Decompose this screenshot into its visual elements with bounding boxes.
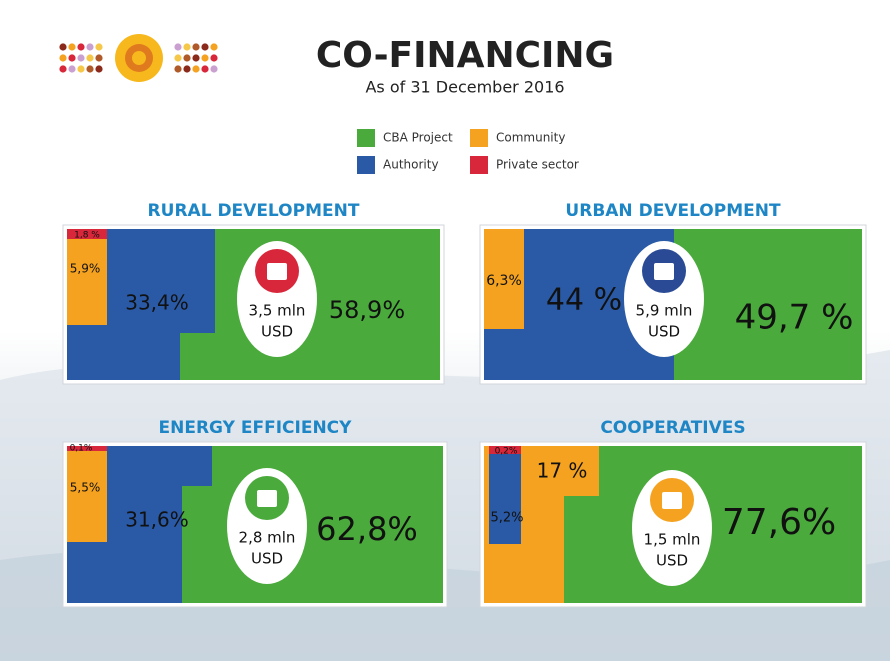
logo-dot: [95, 54, 103, 62]
segment-authority: [67, 229, 215, 380]
share-label: 0,2%: [495, 447, 518, 457]
share-label: 77,6%: [722, 502, 836, 543]
total-unit: USD: [261, 323, 293, 341]
logo-dot: [192, 54, 200, 62]
icon-glyph: [267, 263, 287, 280]
share-label: 31,6%: [125, 508, 189, 532]
share-label: 62,8%: [316, 510, 418, 548]
panel-title: RURAL DEVELOPMENT: [148, 201, 360, 221]
share-label: 5,2%: [490, 511, 523, 526]
legend-swatch: [357, 129, 375, 147]
legend-label: Private sector: [496, 158, 579, 172]
logo-dot: [210, 54, 218, 62]
share-label: 49,7 %: [735, 298, 854, 338]
segment-private: [67, 229, 107, 239]
share-label: 0,1%: [70, 444, 93, 454]
logo-dot: [59, 65, 67, 73]
logo-dot: [95, 43, 103, 51]
total-unit: USD: [656, 552, 688, 570]
legend-label: CBA Project: [383, 131, 453, 145]
legend-label: Community: [496, 131, 565, 145]
logo-dot: [210, 43, 218, 51]
logo-dot: [210, 65, 218, 73]
share-label: 6,3%: [486, 273, 522, 289]
logo-dot: [86, 43, 94, 51]
legend-label: Authority: [383, 158, 439, 172]
logo-dot: [192, 65, 200, 73]
logo-dot: [68, 54, 76, 62]
share-label: 17 %: [537, 459, 588, 483]
panels: 1,8 % 5,9% 33,4% 58,9% 3,5 mln USD RURAL DEVEL…: [62, 201, 867, 608]
logo-dot: [192, 43, 200, 51]
logo-dot: [95, 65, 103, 73]
share-label: 5,5%: [70, 481, 101, 495]
logo-dot: [174, 54, 182, 62]
segment-community: [484, 229, 524, 329]
panel: 1,8 % 5,9% 33,4% 58,9% 3,5 mln USD: [62, 224, 445, 385]
logo-dot: [77, 65, 85, 73]
panel-title: COOPERATIVES: [600, 418, 745, 438]
logo-dot: [77, 43, 85, 51]
logo-dot: [183, 65, 191, 73]
legend: CBA Project Community Authority Private sec…: [357, 129, 579, 174]
logo-dot: [59, 54, 67, 62]
segment-community: [67, 239, 107, 325]
total-unit: USD: [251, 550, 283, 568]
legend-swatch: [470, 129, 488, 147]
logo-dot: [86, 54, 94, 62]
legend-swatch: [357, 156, 375, 174]
logo-dot: [68, 43, 76, 51]
logo-dot: [86, 65, 94, 73]
segment-private: [67, 446, 107, 451]
logo-dot: [183, 54, 191, 62]
logo-sun: [132, 51, 146, 65]
total-amount: 2,8 mln: [239, 529, 296, 547]
share-label: 33,4%: [125, 291, 189, 315]
logo-dot: [68, 65, 76, 73]
panel-title: ENERGY EFFICIENCY: [159, 418, 353, 438]
segment-authority: [67, 446, 212, 603]
subtitle: As of 31 December 2016: [365, 78, 564, 97]
segment-authority: [489, 454, 521, 544]
icon-glyph: [662, 492, 682, 509]
share-label: 5,9%: [70, 262, 101, 276]
total-amount: 5,9 mln: [636, 302, 693, 320]
panel: 0,2% 5,2% 17 % 77,6% 1,5 mln USD: [479, 441, 867, 608]
share-label: 1,8 %: [74, 231, 100, 241]
panel: 6,3% 44 % 49,7 % 5,9 mln USD: [479, 224, 867, 385]
segment-authority: [484, 229, 674, 380]
logo-dot: [201, 54, 209, 62]
logo-dot: [59, 43, 67, 51]
logo-dot: [201, 65, 209, 73]
total-amount: 1,5 mln: [644, 531, 701, 549]
panel: 0,1% 5,5% 31,6% 62,8% 2,8 mln USD: [62, 441, 448, 608]
logo-dot: [201, 43, 209, 51]
title: CO-FINANCING: [316, 35, 614, 76]
segment-private: [489, 446, 521, 454]
logo-dot: [174, 43, 182, 51]
logo-dot: [77, 54, 85, 62]
icon-glyph: [654, 263, 674, 280]
share-label: 58,9%: [329, 296, 405, 324]
logo-dot: [183, 43, 191, 51]
legend-swatch: [470, 156, 488, 174]
segment-community: [67, 451, 107, 542]
share-label: 44 %: [546, 283, 622, 318]
panel-title: URBAN DEVELOPMENT: [565, 201, 781, 221]
icon-glyph: [257, 490, 277, 507]
logo: [59, 34, 218, 82]
total-unit: USD: [648, 323, 680, 341]
total-amount: 3,5 mln: [249, 302, 306, 320]
logo-dot: [174, 65, 182, 73]
